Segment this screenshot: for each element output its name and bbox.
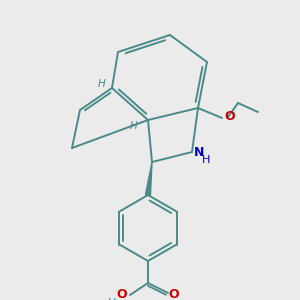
Text: O: O [224,110,235,122]
Text: O: O [169,287,179,300]
Text: H: H [130,121,138,131]
Polygon shape [146,162,152,195]
Text: H: H [108,298,116,300]
Text: H: H [98,79,106,89]
Text: O: O [117,289,127,300]
Text: N: N [194,146,204,158]
Text: H: H [202,155,210,165]
